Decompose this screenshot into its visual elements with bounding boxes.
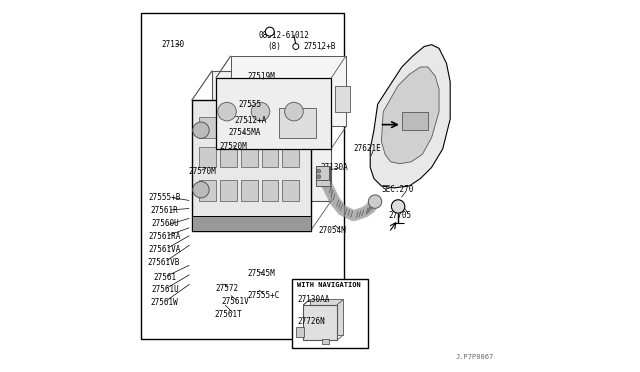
Text: 27561VA: 27561VA bbox=[148, 245, 180, 254]
Text: 27560U: 27560U bbox=[152, 219, 180, 228]
Bar bbox=[296, 327, 304, 337]
Text: 27572: 27572 bbox=[216, 284, 239, 293]
Text: 27705: 27705 bbox=[389, 211, 412, 220]
Text: 27545M: 27545M bbox=[248, 269, 275, 278]
Bar bbox=[292, 279, 369, 348]
Circle shape bbox=[317, 169, 321, 173]
Text: 27520M: 27520M bbox=[220, 142, 247, 151]
Bar bbox=[231, 56, 346, 126]
Bar bbox=[199, 117, 216, 138]
Bar bbox=[241, 180, 257, 201]
Bar bbox=[262, 117, 278, 138]
Text: WITH NAVIGATION: WITH NAVIGATION bbox=[296, 282, 360, 288]
Circle shape bbox=[193, 122, 209, 138]
Circle shape bbox=[251, 102, 270, 121]
Text: 27621E: 27621E bbox=[353, 144, 381, 153]
Text: 27555+C: 27555+C bbox=[248, 291, 280, 300]
Bar bbox=[303, 305, 337, 340]
Text: 27561VB: 27561VB bbox=[147, 258, 179, 267]
Text: 27130AA: 27130AA bbox=[298, 295, 330, 304]
Text: 27512+B: 27512+B bbox=[303, 42, 335, 51]
Circle shape bbox=[193, 182, 209, 198]
Bar bbox=[220, 117, 237, 138]
Text: J.P7P0067: J.P7P0067 bbox=[456, 354, 494, 360]
Text: S: S bbox=[268, 29, 272, 35]
Circle shape bbox=[293, 44, 299, 49]
Circle shape bbox=[266, 27, 275, 36]
Text: 27130A: 27130A bbox=[320, 163, 348, 172]
Text: 27545MA: 27545MA bbox=[229, 128, 261, 137]
Text: 27561RA: 27561RA bbox=[148, 232, 180, 241]
Bar bbox=[282, 147, 299, 167]
Bar bbox=[316, 166, 330, 186]
Circle shape bbox=[392, 200, 405, 213]
Text: 27561R: 27561R bbox=[151, 206, 179, 215]
Text: 27561V: 27561V bbox=[221, 297, 249, 306]
Text: 27512+A: 27512+A bbox=[234, 116, 267, 125]
Bar bbox=[199, 147, 216, 167]
Bar bbox=[316, 166, 328, 180]
Text: 27130: 27130 bbox=[162, 40, 185, 49]
Text: 27570M: 27570M bbox=[188, 167, 216, 176]
Bar bbox=[141, 13, 344, 339]
Bar bbox=[199, 180, 216, 201]
Text: SEC.270: SEC.270 bbox=[381, 185, 413, 194]
Bar bbox=[402, 112, 428, 130]
Bar bbox=[241, 117, 257, 138]
Text: 27561U: 27561U bbox=[152, 285, 179, 294]
Bar bbox=[282, 180, 299, 201]
Text: 27519M: 27519M bbox=[248, 72, 275, 81]
Text: 27555+B: 27555+B bbox=[149, 193, 181, 202]
Bar bbox=[191, 216, 310, 231]
Circle shape bbox=[369, 195, 381, 208]
Text: (8): (8) bbox=[267, 42, 281, 51]
Bar bbox=[282, 117, 299, 138]
Circle shape bbox=[317, 175, 321, 179]
Circle shape bbox=[285, 102, 303, 121]
Bar bbox=[310, 299, 344, 335]
Bar bbox=[216, 78, 331, 149]
Text: 08512-61012: 08512-61012 bbox=[259, 31, 310, 40]
Bar bbox=[262, 147, 278, 167]
Bar bbox=[262, 180, 278, 201]
Text: 27561W: 27561W bbox=[150, 298, 178, 307]
Text: 27561: 27561 bbox=[154, 273, 177, 282]
Bar bbox=[191, 100, 310, 231]
Bar bbox=[212, 71, 331, 201]
Bar bbox=[335, 86, 349, 112]
Circle shape bbox=[218, 102, 236, 121]
Polygon shape bbox=[370, 45, 450, 188]
Text: 27054M: 27054M bbox=[318, 226, 346, 235]
Bar bbox=[220, 147, 237, 167]
Bar bbox=[220, 180, 237, 201]
Polygon shape bbox=[381, 67, 439, 164]
Text: 27726N: 27726N bbox=[298, 317, 325, 326]
Bar bbox=[279, 108, 316, 138]
Bar bbox=[322, 339, 330, 344]
Text: 27555: 27555 bbox=[238, 100, 261, 109]
Bar bbox=[241, 147, 257, 167]
Text: 27561T: 27561T bbox=[214, 310, 242, 319]
